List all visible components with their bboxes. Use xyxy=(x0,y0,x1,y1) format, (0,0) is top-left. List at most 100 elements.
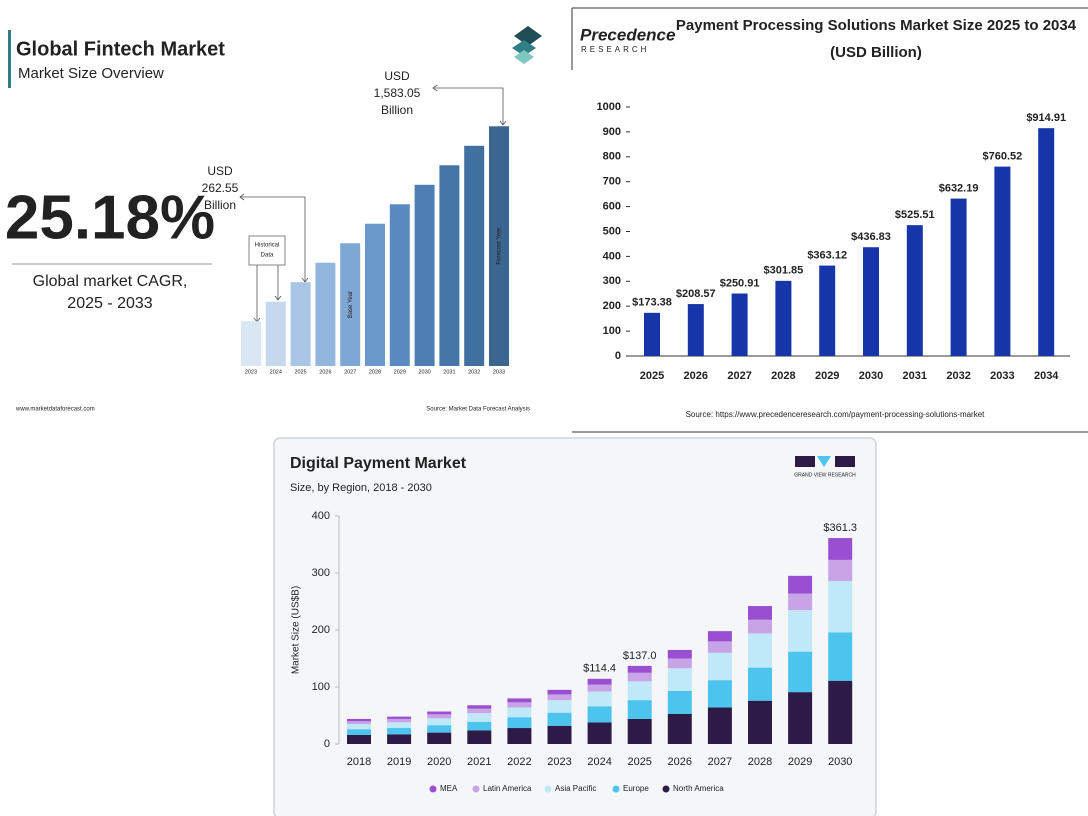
bar-segment xyxy=(587,691,612,707)
y-tick-label: 1000 xyxy=(597,101,621,113)
bar-segment xyxy=(347,721,371,725)
bar-segment xyxy=(467,721,492,731)
bar-segment xyxy=(707,631,732,642)
bar-segment xyxy=(427,711,452,715)
bar-segment xyxy=(788,651,813,693)
headline-caption: Global market CAGR, xyxy=(33,273,188,290)
annotation: Billion xyxy=(204,198,236,212)
bar xyxy=(414,184,435,366)
bar-segment xyxy=(667,649,692,659)
legend-marker xyxy=(612,785,620,793)
x-tick-label: 2020 xyxy=(427,756,451,768)
y-tick-label: 500 xyxy=(603,225,621,237)
bar-segment xyxy=(467,705,492,709)
y-axis-label: Market Size (US$B) xyxy=(291,586,302,674)
bar-segment xyxy=(707,641,732,653)
x-tick-label: 2032 xyxy=(468,369,480,375)
value-label: $436.83 xyxy=(851,231,891,243)
bar-segment xyxy=(627,665,652,673)
logo-mark xyxy=(795,456,855,467)
bar xyxy=(731,293,748,356)
value-label: $173.38 xyxy=(632,297,672,309)
chart-title: Global Fintech Market xyxy=(16,38,225,60)
legend-label: Latin America xyxy=(483,784,532,793)
bar-segment xyxy=(387,728,412,735)
value-label: $525.51 xyxy=(895,209,935,221)
bar-segment xyxy=(507,707,532,718)
y-tick-label: 0 xyxy=(324,738,330,750)
bar-segment xyxy=(547,694,572,701)
x-tick-label: 2025 xyxy=(294,369,306,375)
bar-label: Base Year xyxy=(348,291,354,318)
bar-segment xyxy=(748,700,772,744)
bar-segment xyxy=(547,689,572,695)
bar xyxy=(340,243,361,366)
y-tick-label: 0 xyxy=(615,350,621,362)
callout-text: Data xyxy=(261,253,274,259)
callout-text: Historical xyxy=(255,243,280,249)
bar-segment xyxy=(427,725,452,733)
bar-segment xyxy=(788,610,813,652)
bar-segment xyxy=(547,725,572,744)
bar xyxy=(365,223,385,366)
bar-segment xyxy=(667,690,692,714)
annotation: 262.55 xyxy=(202,181,239,195)
x-tick-label: 2026 xyxy=(684,370,708,382)
bar-segment xyxy=(667,658,692,669)
legend-label: Europe xyxy=(623,784,649,793)
x-tick-label: 2031 xyxy=(903,370,927,382)
bar-segment xyxy=(387,722,412,729)
y-tick-label: 100 xyxy=(312,681,330,693)
source: Source: https://www.precedenceresearch.c… xyxy=(686,410,986,419)
bar xyxy=(265,301,286,366)
chart-subtitle: Market Size Overview xyxy=(18,65,164,82)
bar xyxy=(819,265,836,356)
x-tick-label: 2032 xyxy=(946,370,970,382)
x-tick-label: 2028 xyxy=(771,370,795,382)
value-label: $250.91 xyxy=(720,277,760,289)
total-label: $137.0 xyxy=(623,650,657,662)
logo-text: GRAND VIEW RESEARCH xyxy=(794,472,856,478)
annotation: USD xyxy=(384,69,410,83)
x-tick-label: 2025 xyxy=(640,370,664,382)
source: Source: Market Data Forecast Analysis xyxy=(426,407,530,413)
bar xyxy=(439,165,460,366)
x-tick-label: 2033 xyxy=(990,370,1014,382)
bar xyxy=(863,247,879,356)
footer: www.marketdataforecast.com xyxy=(15,407,95,413)
x-tick-label: 2028 xyxy=(369,369,381,375)
x-tick-label: 2024 xyxy=(587,756,611,768)
bar-segment xyxy=(707,680,732,708)
bar-segment xyxy=(627,700,652,719)
bar-segment xyxy=(748,619,772,634)
bar xyxy=(1038,128,1055,356)
bar-segment xyxy=(347,724,371,730)
bar-segment xyxy=(387,716,412,719)
headline: 25.18% xyxy=(5,183,215,252)
legend-marker xyxy=(429,785,437,793)
y-tick-label: 100 xyxy=(603,325,621,337)
bar-segment xyxy=(707,652,732,681)
x-tick-label: 2023 xyxy=(245,369,257,375)
y-tick-label: 400 xyxy=(312,510,330,522)
x-tick-label: 2030 xyxy=(418,369,430,375)
bar xyxy=(290,282,311,366)
bar-segment xyxy=(828,559,853,581)
bar-segment xyxy=(788,692,813,744)
x-tick-label: 2029 xyxy=(394,369,406,375)
bar xyxy=(687,304,704,356)
value-label: $760.52 xyxy=(983,151,1023,163)
chart-subtitle: Size, by Region, 2018 - 2030 xyxy=(290,482,432,494)
x-tick-label: 2026 xyxy=(319,369,331,375)
y-tick-label: 800 xyxy=(603,151,621,163)
chart-title: Digital Payment Market xyxy=(290,455,467,472)
y-tick-label: 300 xyxy=(312,567,330,579)
bar-segment xyxy=(347,729,371,735)
bar-segment xyxy=(507,728,532,744)
value-label: $632.19 xyxy=(939,182,979,194)
legend-label: North America xyxy=(673,784,724,793)
frame xyxy=(571,7,1088,433)
logo-text: Precedence xyxy=(580,25,675,44)
y-tick-label: 200 xyxy=(603,300,621,312)
y-tick-label: 300 xyxy=(603,275,621,287)
